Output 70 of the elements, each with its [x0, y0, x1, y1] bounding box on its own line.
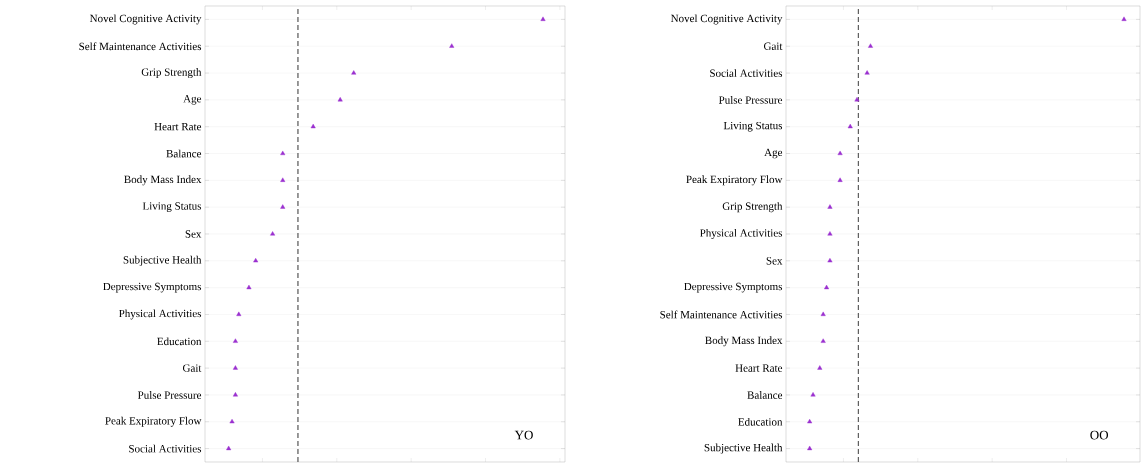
y-tick-label: Subjective Health [123, 255, 202, 266]
point [232, 365, 238, 370]
point [820, 338, 826, 343]
point [864, 70, 870, 75]
y-tick-label: Balance [166, 149, 202, 158]
y-tick-label: Body Mass Index [705, 336, 783, 347]
point [270, 231, 276, 236]
y-tick-label: Age [183, 95, 202, 105]
point [232, 392, 238, 397]
y-tick-label: Education [157, 337, 202, 346]
point [310, 123, 316, 129]
y-tick-label: Living Status [142, 202, 202, 213]
point [810, 392, 816, 397]
y-tick-label: Self Maintenance Activities [660, 310, 783, 319]
y-tick-label: Physical Activities [699, 229, 783, 240]
point [837, 150, 843, 156]
y-tick-label: Novel Cognitive Activity [670, 14, 783, 25]
point [226, 445, 232, 451]
y-tick-label: Depressive Symptoms [103, 282, 202, 293]
y-tick-label: Living Status [723, 121, 783, 132]
point [827, 231, 833, 236]
annotation: YO [514, 430, 533, 440]
y-tick-label: Pulse Pressure [718, 96, 783, 104]
y-tick-label: Social Activities [710, 69, 783, 77]
y-tick-label: Peak Expiratory Flow [105, 416, 202, 427]
point [280, 177, 286, 182]
point [337, 97, 343, 102]
y-tick-label: Gait [182, 364, 202, 372]
point [229, 419, 235, 424]
point [280, 150, 286, 156]
point [351, 70, 357, 75]
point [236, 311, 242, 317]
point [820, 311, 826, 317]
y-tick-label: Pulse Pressure [137, 391, 202, 399]
point [827, 258, 833, 263]
y-tick-label: Physical Activities [118, 309, 202, 320]
y-tick-label: Self Maintenance Activities [79, 42, 202, 51]
y-tick-label: Novel Cognitive Activity [89, 14, 202, 25]
annotation: OO [1090, 430, 1109, 440]
y-tick-label: Grip Strength [722, 202, 783, 213]
point [253, 258, 259, 263]
y-tick-label: Subjective Health [704, 443, 783, 454]
point [824, 284, 830, 290]
y-tick-label: Grip Strength [141, 68, 202, 79]
y-tick-label: Depressive Symptoms [684, 282, 783, 293]
point [807, 445, 813, 451]
point [280, 204, 286, 209]
y-tick-label: Sex [766, 257, 783, 265]
point [246, 284, 252, 290]
point [540, 16, 546, 21]
point [1121, 16, 1127, 21]
point [232, 338, 238, 343]
y-tick-label: Balance [747, 391, 783, 399]
point [807, 419, 813, 424]
y-tick-label: Age [764, 148, 783, 159]
y-tick-label: Social Activities [129, 444, 202, 453]
y-tick-label: Education [738, 417, 783, 426]
point [854, 97, 860, 102]
y-tick-label: Peak Expiratory Flow [686, 175, 783, 186]
y-tick-label: Body Mass Index [124, 175, 202, 186]
y-tick-label: Heart Rate [735, 364, 783, 372]
point [817, 365, 823, 370]
y-tick-label: Sex [185, 230, 202, 238]
point [837, 177, 843, 182]
y-tick-label: Gait [763, 42, 783, 50]
y-tick-label: Heart Rate [154, 123, 202, 131]
point [847, 123, 853, 129]
point [827, 204, 833, 209]
point [449, 43, 455, 48]
point [868, 43, 873, 48]
